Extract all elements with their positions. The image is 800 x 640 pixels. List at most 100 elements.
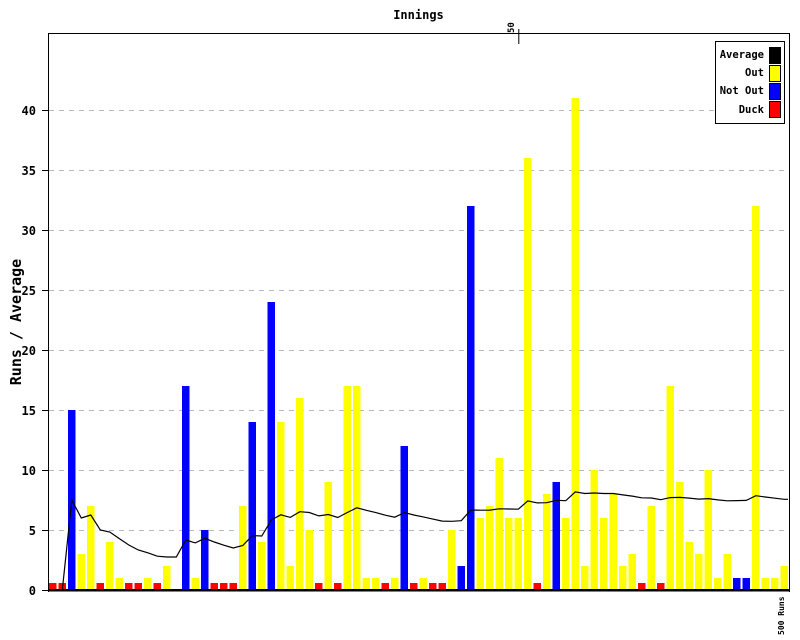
y-tick-mark — [42, 290, 48, 291]
not-out-bar — [400, 446, 409, 590]
y-tick-label: 10 — [21, 463, 36, 478]
legend-label: Duck — [738, 103, 764, 116]
out-bar — [504, 518, 513, 590]
out-bar — [115, 578, 124, 590]
out-bar — [77, 554, 86, 590]
duck-bar — [656, 583, 665, 590]
not-out-bar — [267, 302, 276, 590]
out-bar — [305, 530, 314, 590]
out-bar — [276, 422, 285, 590]
not-out-bar — [181, 386, 190, 590]
legend-row: Not Out — [719, 82, 781, 100]
legend-row: Out — [719, 64, 781, 82]
legend-label: Average — [719, 49, 764, 62]
not-out-bar — [552, 482, 561, 590]
legend: Average Out Not Out Duck — [715, 41, 785, 124]
out-bar — [628, 554, 637, 590]
out-bar — [476, 518, 485, 590]
out-bar — [751, 206, 760, 590]
not-out-bar — [732, 578, 741, 590]
duck-bar — [637, 583, 646, 590]
duck-bar — [428, 583, 437, 590]
legend-label: Not Out — [719, 85, 764, 98]
out-bar — [561, 518, 570, 590]
y-tick-label: 25 — [21, 283, 36, 298]
out-bar — [162, 566, 171, 590]
legend-row: Duck — [719, 101, 781, 119]
out-bar — [257, 542, 266, 590]
out-bar — [371, 578, 380, 590]
y-tick-label: 20 — [21, 343, 36, 358]
x-axis-line — [48, 589, 790, 592]
average-line — [52, 491, 788, 591]
x-tick-mark — [518, 29, 520, 44]
duck-bar — [96, 583, 105, 590]
out-bar — [694, 554, 703, 590]
duck-bar — [229, 583, 238, 590]
y-axis-label: Runs / Average — [7, 258, 25, 386]
not-out-bar — [457, 566, 466, 590]
legend-swatch — [769, 64, 781, 82]
y-tick-mark — [42, 410, 48, 411]
duck-bar — [381, 583, 390, 590]
duck-bar — [153, 583, 162, 590]
not-out-bar — [466, 206, 475, 590]
out-bar — [343, 386, 352, 590]
x-axis-tick-label: 50 — [507, 22, 517, 33]
duck-bar — [533, 583, 542, 590]
chart-title: Innings — [393, 8, 444, 22]
out-bar — [419, 578, 428, 590]
out-bar — [723, 554, 732, 590]
not-out-bar — [248, 422, 257, 590]
duck-bar — [333, 583, 342, 590]
out-bar — [704, 470, 713, 590]
duck-bar — [438, 583, 447, 590]
duck-bar — [219, 583, 228, 590]
out-bar — [590, 470, 599, 590]
out-bar — [666, 386, 675, 590]
out-bar — [86, 506, 95, 590]
y-tick-mark — [42, 110, 48, 111]
y-tick-label: 0 — [28, 583, 36, 598]
out-bar — [238, 506, 247, 590]
y-tick-label: 35 — [21, 163, 36, 178]
runs-milestone-label: 500 Runs — [777, 596, 786, 635]
plot-border-right — [789, 33, 790, 592]
legend-swatch — [769, 82, 781, 100]
not-out-bar — [200, 530, 209, 590]
duck-bar — [134, 583, 143, 590]
plot-border-top — [48, 33, 790, 34]
out-bar — [647, 506, 656, 590]
y-tick-label: 30 — [21, 223, 36, 238]
out-bar — [713, 578, 722, 590]
legend-label: Out — [745, 67, 764, 80]
out-bar — [105, 542, 114, 590]
out-bar — [770, 578, 779, 590]
y-tick-mark — [42, 470, 48, 471]
y-tick-mark — [42, 170, 48, 171]
y-tick-label: 5 — [28, 523, 36, 538]
plot-border-left — [48, 33, 49, 592]
out-bar — [523, 158, 532, 590]
out-bar — [324, 482, 333, 590]
out-bar — [362, 578, 371, 590]
out-bar — [618, 566, 627, 590]
legend-swatch — [769, 101, 781, 119]
not-out-bar — [742, 578, 751, 590]
legend-row: Average — [719, 46, 781, 64]
out-bar — [780, 566, 789, 590]
out-bar — [542, 494, 551, 590]
y-tick-label: 40 — [21, 103, 36, 118]
out-bar — [514, 518, 523, 590]
out-bar — [286, 566, 295, 590]
y-tick-mark — [42, 530, 48, 531]
y-tick-mark — [42, 350, 48, 351]
out-bar — [390, 578, 399, 590]
y-tick-mark — [42, 590, 48, 591]
duck-bar — [124, 583, 133, 590]
duck-bar — [210, 583, 219, 590]
out-bar — [352, 386, 361, 590]
duck-bar — [48, 583, 57, 590]
